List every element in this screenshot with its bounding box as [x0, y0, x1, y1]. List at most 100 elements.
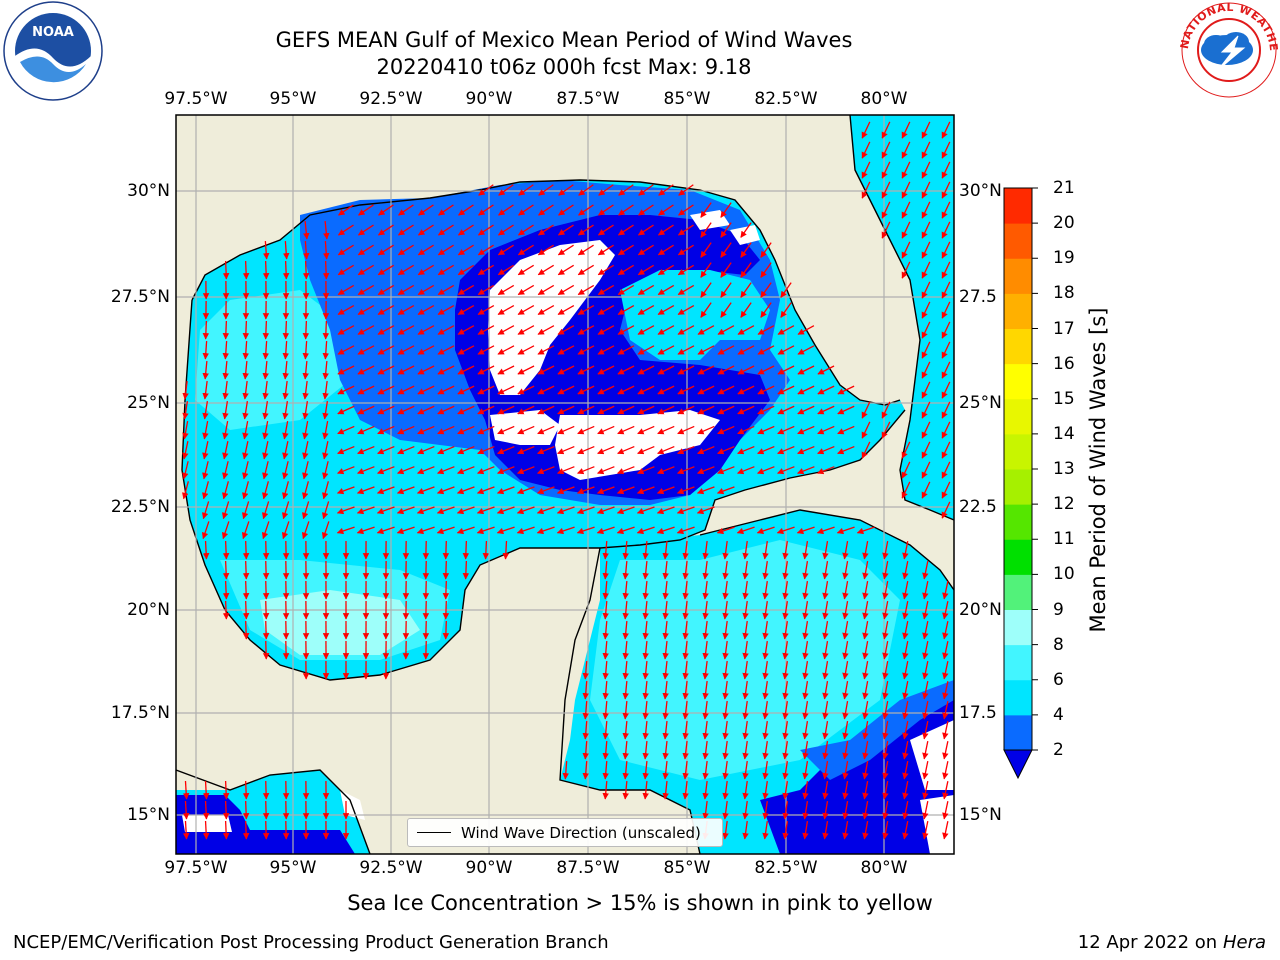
wind-wave-arrow — [642, 640, 649, 660]
wind-wave-arrow — [262, 320, 270, 340]
wind-wave-arrow — [242, 580, 250, 600]
wind-wave-arrow — [558, 204, 574, 216]
wind-wave-arrow — [942, 621, 949, 640]
wind-wave-arrow — [802, 621, 809, 640]
wind-wave-arrow — [720, 282, 732, 298]
wind-wave-arrow — [642, 720, 649, 740]
lon-tick-top: 95°W — [269, 89, 317, 109]
wind-wave-arrow — [842, 801, 849, 820]
wind-wave-arrow — [202, 800, 210, 820]
wind-wave-arrow — [622, 780, 629, 800]
wind-wave-arrow — [802, 741, 809, 760]
wind-wave-arrow — [678, 204, 694, 216]
wind-wave-arrow — [921, 361, 931, 379]
wind-wave-arrow — [802, 761, 809, 780]
lat-tick-right: 25°N — [959, 393, 1002, 413]
wind-wave-arrow — [722, 700, 729, 720]
wind-wave-arrow — [842, 821, 849, 840]
wind-wave-arrow — [722, 800, 729, 820]
wind-wave-arrow — [822, 781, 829, 800]
wind-wave-arrow — [921, 421, 931, 439]
wind-wave-arrow — [677, 365, 695, 375]
wind-wave-arrow — [597, 325, 615, 335]
colorbar-segment — [1004, 223, 1032, 259]
lat-tick-left: 20°N — [127, 600, 170, 620]
wind-wave-arrow — [622, 600, 629, 620]
wind-wave-arrow — [597, 305, 615, 315]
wind-wave-arrow — [582, 680, 589, 700]
wind-wave-arrow — [538, 184, 554, 196]
wind-wave-arrow — [881, 201, 891, 219]
wind-wave-arrow — [476, 526, 495, 535]
wind-wave-arrow — [862, 741, 869, 760]
wind-wave-arrow — [722, 760, 729, 780]
wind-wave-arrow — [941, 461, 951, 479]
wind-wave-arrow — [901, 481, 911, 499]
wind-wave-arrow — [222, 780, 230, 800]
wind-wave-arrow — [416, 506, 435, 515]
wind-wave-arrow — [782, 641, 789, 660]
wind-wave-arrows — [182, 121, 951, 840]
wind-wave-arrow — [722, 660, 729, 680]
wind-wave-arrow — [742, 720, 749, 740]
wind-wave-arrow — [817, 466, 835, 475]
wind-wave-arrow — [717, 365, 735, 375]
wind-wave-arrow — [357, 466, 375, 475]
wind-wave-arrow — [477, 224, 494, 236]
wind-wave-arrow — [222, 360, 229, 380]
wind-wave-arrow — [517, 365, 535, 375]
wind-wave-arrow — [782, 681, 789, 700]
wind-wave-arrow — [222, 421, 229, 440]
wind-wave-arrow — [742, 800, 749, 820]
wind-wave-arrow — [762, 721, 769, 740]
wind-wave-arrow — [242, 820, 250, 840]
wind-wave-arrow — [677, 345, 695, 355]
wind-wave-arrow — [822, 801, 829, 820]
wind-wave-arrow — [477, 284, 495, 296]
wind-wave-arrow — [302, 380, 309, 400]
wind-wave-arrow — [537, 365, 555, 375]
wind-wave-arrow — [557, 244, 574, 256]
wind-wave-arrow — [417, 325, 435, 335]
wind-wave-arrow — [662, 740, 669, 760]
wind-wave-arrow — [881, 121, 891, 139]
wind-wave-arrow — [416, 486, 435, 495]
wind-wave-arrow — [657, 365, 675, 375]
wind-wave-arrow — [578, 204, 594, 216]
colorbar-tick-label: 17 — [1053, 318, 1075, 339]
wind-wave-arrow — [757, 466, 775, 475]
wind-wave-arrow — [802, 681, 809, 700]
wind-wave-arrow — [682, 700, 689, 720]
wind-wave-arrow — [357, 385, 375, 395]
wind-wave-arrow — [577, 365, 595, 375]
lon-tick-bottom: 82.5°W — [754, 858, 818, 878]
wind-wave-arrow — [941, 401, 951, 419]
wind-wave-arrow — [477, 425, 495, 435]
wind-wave-arrow — [202, 540, 210, 560]
wind-wave-arrow — [457, 284, 475, 296]
wind-wave-arrow — [417, 425, 435, 435]
wind-wave-arrow — [497, 365, 515, 375]
wind-wave-arrow — [762, 561, 769, 580]
wind-wave-arrow — [442, 600, 450, 620]
wind-wave-arrow — [597, 405, 615, 415]
wind-wave-arrow — [321, 521, 330, 540]
wind-wave-arrow — [377, 284, 395, 296]
wind-wave-arrow — [882, 801, 889, 820]
wind-wave-arrow — [742, 820, 749, 840]
wind-wave-arrow — [822, 681, 829, 700]
colorbar-tick-label: 2 — [1053, 740, 1064, 760]
wind-wave-arrow — [642, 560, 649, 580]
wind-wave-arrow — [862, 661, 869, 680]
wind-wave-arrow — [458, 204, 474, 216]
wind-wave-arrow — [262, 441, 269, 460]
wind-wave-arrow — [722, 600, 729, 620]
wind-wave-arrow — [182, 800, 190, 820]
wind-wave-arrow — [842, 701, 849, 720]
wind-wave-arrow — [942, 661, 949, 680]
wind-wave-arrow — [697, 405, 715, 415]
wind-wave-arrow — [697, 365, 715, 375]
wind-wave-arrow — [716, 486, 735, 495]
wind-wave-arrow — [637, 405, 655, 415]
